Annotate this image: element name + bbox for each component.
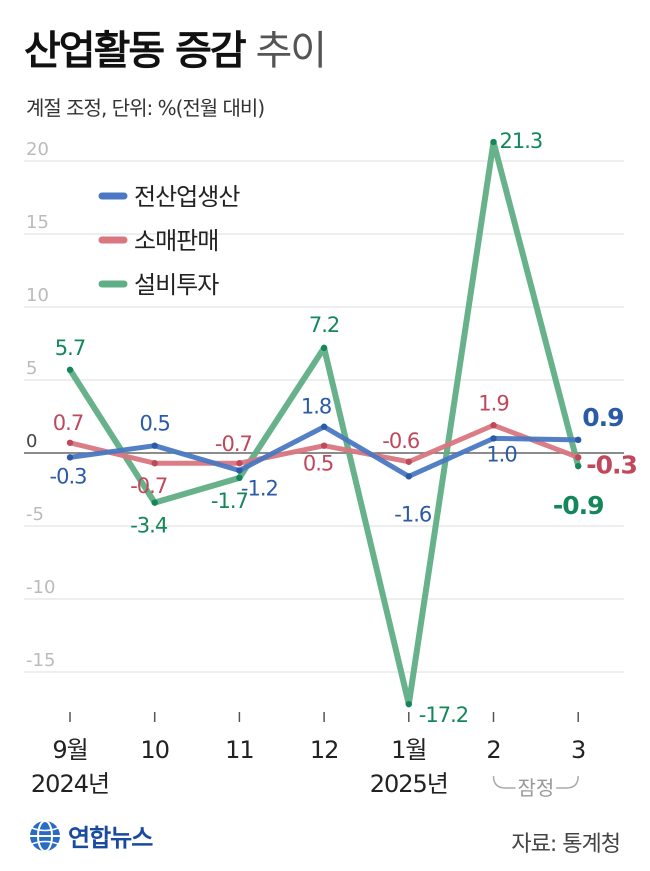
data-point <box>490 138 497 146</box>
data-label: 7.2 <box>309 313 339 337</box>
data-label: -0.7 <box>215 432 252 456</box>
data-point <box>151 442 158 449</box>
data-point <box>236 460 243 467</box>
logo-text: 연합뉴스 <box>68 824 153 852</box>
chart-subtitle: 계절 조정, 단위: %(전월 대비) <box>26 96 265 120</box>
data-point <box>66 454 74 461</box>
data-point <box>66 366 74 373</box>
data-point <box>405 473 412 480</box>
data-point <box>151 460 158 467</box>
data-point <box>320 442 328 449</box>
data-point <box>151 499 158 506</box>
data-label: -0.3 <box>50 464 87 488</box>
data-point <box>320 344 328 352</box>
legend-label: 설비투자 <box>134 271 219 299</box>
yonhap-logo: 연합뉴스 <box>28 818 153 853</box>
data-label: -1.6 <box>394 502 432 526</box>
data-point <box>66 439 74 446</box>
y-tick-label: -15 <box>26 650 55 671</box>
data-label: 0.5 <box>139 412 169 436</box>
data-point <box>490 422 497 429</box>
data-label: 21.3 <box>500 129 543 153</box>
source-note: 자료: 통계청 <box>511 832 621 857</box>
legend-label: 전산업생산 <box>134 183 240 211</box>
data-point <box>575 436 582 444</box>
data-point <box>236 474 243 482</box>
data-label: -0.7 <box>130 474 167 498</box>
title-bold: 산업활동 증감 <box>24 28 247 74</box>
data-label: -1.2 <box>241 477 278 501</box>
data-label: -0.3 <box>586 450 637 479</box>
y-tick-label: 20 <box>26 139 49 160</box>
preliminary-label: 잠정 <box>517 776 554 800</box>
data-label: 1.0 <box>486 442 516 466</box>
legend-label: 소매판매 <box>134 227 218 255</box>
title-light: 추이 <box>255 28 327 74</box>
data-point <box>236 467 243 474</box>
data-label: 0.5 <box>303 452 333 476</box>
data-label: 0.7 <box>53 411 83 435</box>
data-point <box>490 435 497 442</box>
y-tick-label: 0 <box>26 431 37 452</box>
year-label: 2025년 <box>370 770 448 798</box>
x-tick-label: 2 <box>486 736 500 764</box>
data-label: -3.4 <box>130 514 168 538</box>
preliminary-bracket <box>492 775 516 789</box>
data-point <box>575 462 582 470</box>
chart-title: 산업활동 증감 추이 <box>24 18 327 76</box>
data-label: 1.9 <box>478 391 508 415</box>
y-tick-label: -10 <box>26 577 55 598</box>
data-label: 5.7 <box>55 336 85 360</box>
globe-icon <box>30 819 60 852</box>
y-tick-label: -5 <box>26 504 44 525</box>
data-label: 1.8 <box>301 395 331 419</box>
year-label: 2024년 <box>31 770 109 798</box>
x-tick-label: 9월 <box>52 736 87 764</box>
y-tick-label: 5 <box>26 358 37 379</box>
data-label: -1.7 <box>211 489 248 513</box>
x-tick-label: 3 <box>571 736 585 764</box>
y-tick-label: 15 <box>26 212 49 233</box>
data-point <box>320 423 328 430</box>
data-label: -0.9 <box>553 491 604 520</box>
y-tick-label: 10 <box>26 285 49 306</box>
x-tick-label: 10 <box>140 736 169 764</box>
x-tick-label: 12 <box>310 736 339 764</box>
x-tick-label: 1월 <box>391 736 426 764</box>
data-point <box>575 454 582 461</box>
data-point <box>405 458 412 465</box>
data-label: -0.6 <box>382 429 420 453</box>
data-point <box>405 700 412 708</box>
x-tick-label: 11 <box>225 736 254 764</box>
data-label: 0.9 <box>582 403 623 432</box>
preliminary-bracket <box>556 775 579 789</box>
data-label: -17.2 <box>419 703 468 727</box>
